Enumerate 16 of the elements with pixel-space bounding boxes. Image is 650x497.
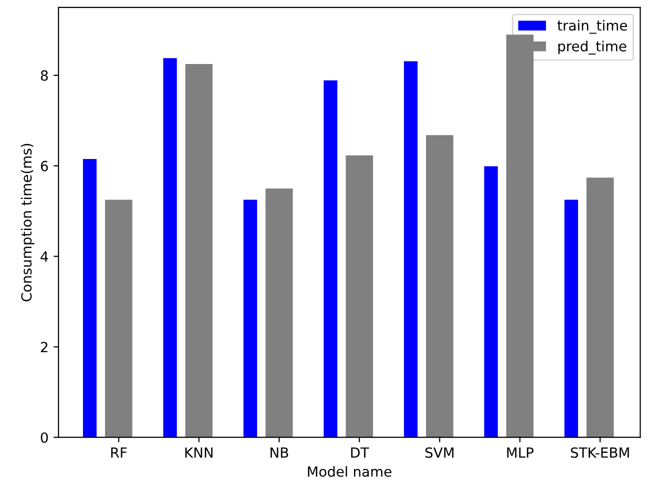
y-tick-label: 0 bbox=[40, 432, 48, 443]
x-tick-label: STK-EBM bbox=[570, 447, 629, 458]
y-axis-title: Consumption time(ms) bbox=[20, 144, 34, 302]
legend-label: pred_time bbox=[558, 40, 626, 55]
x-tick-label: SVM bbox=[425, 447, 454, 458]
x-tick-label: RF bbox=[111, 448, 127, 458]
y-tick-label: 6 bbox=[40, 160, 48, 172]
y-tick-label: 4 bbox=[40, 252, 48, 262]
x-axis-title: Model name bbox=[308, 466, 392, 477]
x-tick-label: MLP bbox=[507, 448, 534, 458]
x-tick-label: DT bbox=[351, 448, 370, 458]
x-tick-label: KNN bbox=[185, 448, 212, 458]
y-tick-label: 2 bbox=[40, 342, 48, 352]
y-tick-label: 8 bbox=[40, 70, 48, 81]
legend-label: train_time bbox=[557, 20, 628, 34]
x-tick-label: NB bbox=[270, 448, 288, 458]
